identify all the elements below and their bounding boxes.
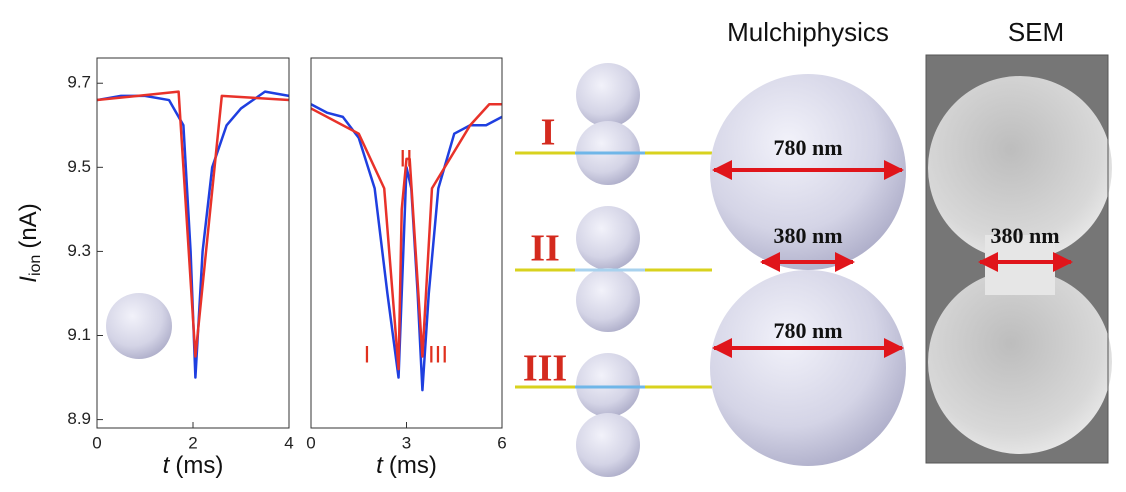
dimension-label: 780 nm — [773, 318, 842, 343]
y-axis-label: Iion(nA) — [15, 203, 44, 282]
x-axis-symbol: t — [163, 452, 171, 479]
annotation: III — [428, 341, 448, 368]
dimension-label: 780 nm — [773, 135, 842, 160]
sphere — [576, 353, 640, 417]
x-tick-label: 0 — [306, 433, 315, 452]
sphere-icon — [106, 293, 172, 359]
y-axis-unit: (nA) — [15, 203, 42, 248]
dimension-label: 380 nm — [773, 223, 842, 248]
series-line — [311, 104, 502, 369]
x-tick-label: 2 — [188, 433, 197, 452]
y-tick-label: 8.9 — [67, 409, 91, 428]
y-axis-subscript: ion — [27, 255, 44, 276]
figure: I II III Mulchiphysics 780 nm 380 nm 780… — [0, 0, 1126, 492]
x-tick-label: 4 — [284, 433, 293, 452]
sem-title: SEM — [1008, 17, 1064, 47]
x-tick-label: 6 — [497, 433, 506, 452]
sphere — [576, 268, 640, 332]
stage-label: I — [541, 112, 556, 154]
x-axis-label: t(ms) — [376, 452, 437, 479]
sphere — [576, 413, 640, 477]
dimension-label: 380 nm — [990, 223, 1059, 248]
plot-frame — [311, 58, 502, 428]
x-tick-label: 0 — [92, 433, 101, 452]
x-axis-unit: (ms) — [175, 452, 223, 479]
simulation-title: Mulchiphysics — [727, 17, 889, 47]
y-tick-label: 9.3 — [67, 241, 91, 260]
annotation: I — [364, 341, 371, 368]
stage-label: II — [530, 228, 560, 270]
annotation: II — [399, 145, 412, 172]
sphere — [576, 63, 640, 127]
sphere — [576, 206, 640, 270]
y-tick-label: 9.5 — [67, 157, 91, 176]
plot-frame — [97, 58, 289, 428]
y-tick-label: 9.1 — [67, 325, 91, 344]
x-axis-symbol: t — [376, 452, 384, 479]
x-tick-label: 3 — [402, 433, 411, 452]
x-axis-unit: (ms) — [389, 452, 437, 479]
x-axis-label: t(ms) — [163, 452, 224, 479]
diagram: I II III Mulchiphysics 780 nm 380 nm 780… — [515, 17, 1112, 477]
y-tick-label: 9.7 — [67, 73, 91, 92]
stage-label: III — [523, 348, 567, 390]
sphere — [710, 270, 906, 466]
